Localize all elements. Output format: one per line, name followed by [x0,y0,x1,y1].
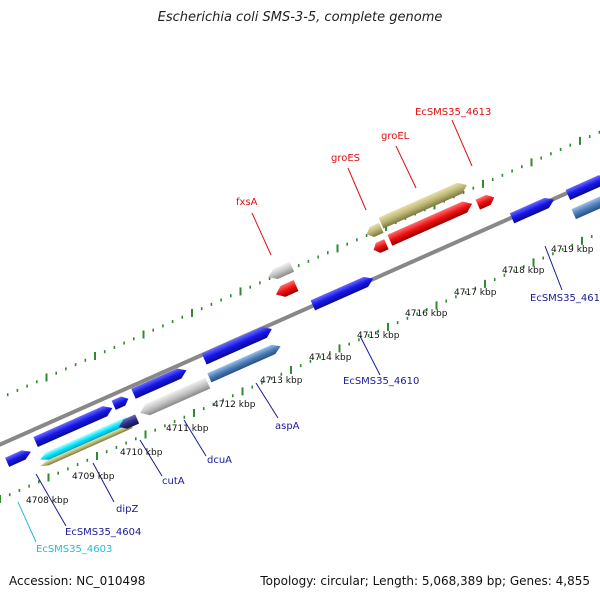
gene-label-fxsa[interactable]: fxsA [236,197,258,208]
label-callouts [17,119,563,543]
gene-feature[interactable] [111,394,131,410]
kbp-label: 4719 kbp [551,245,594,255]
kbp-label: 4714 kbp [309,353,352,363]
callout-line [347,167,367,211]
gene-feature[interactable] [39,423,133,468]
callout-line [183,419,207,457]
gene-feature[interactable] [310,274,376,311]
callout-line [35,473,67,527]
callout-line [451,119,473,167]
gene-feature[interactable] [117,414,140,431]
kbp-label: 4712 kbp [213,400,256,410]
gene-feature[interactable] [5,447,33,467]
gene-labels: EcSMS35_4603 EcSMS35_4604 dipZ cutA dcuA… [36,107,600,555]
callout-line [255,382,279,419]
kbp-label: 4709 kbp [72,472,115,482]
gene-feature[interactable] [201,324,275,365]
gene-feature[interactable] [138,377,211,419]
callout-line [395,145,417,189]
gene-label-groes[interactable]: groES [331,153,360,164]
gene-label-aspa[interactable]: aspA [275,421,300,432]
gene-feature[interactable] [364,222,384,240]
gene-label-dcua[interactable]: dcuA [207,455,232,466]
gene-feature[interactable] [565,172,600,200]
gene-feature[interactable] [39,416,130,463]
ruler-lower [0,235,593,503]
genome-summary-text: Topology: circular; Length: 5,068,389 bp… [260,574,590,588]
callout-line [359,335,381,376]
kbp-label: 4710 kbp [120,448,163,458]
kbp-label: 4715 kbp [357,331,400,341]
gene-label-ecsms35-4614[interactable]: EcSMS35_4614 [530,293,600,304]
accession-text: Accession: NC_010498 [9,574,146,588]
gene-feature[interactable] [131,365,188,399]
kbp-label: 4718 kbp [502,266,545,276]
kbp-label: 4717 kbp [454,288,497,298]
callout-line [17,501,37,543]
kbp-labels: 4708 kbp 4709 kbp 4710 kbp 4711 kbp 4712… [26,245,594,506]
gene-feature[interactable] [266,261,295,283]
kbp-label: 4711 kbp [166,424,209,434]
kbp-label: 4716 kbp [405,309,448,319]
genome-backbone [0,176,600,447]
gene-feature[interactable] [274,280,299,300]
gene-feature[interactable] [371,239,389,255]
gene-feature[interactable] [509,195,557,224]
gene-feature[interactable] [378,179,470,229]
kbp-label: 4713 kbp [260,376,303,386]
callout-line [139,439,163,477]
gene-label-ecsms35-4603[interactable]: EcSMS35_4603 [36,544,112,555]
kbp-label: 4708 kbp [26,496,69,506]
gene-label-ecsms35-4604[interactable]: EcSMS35_4604 [65,527,141,538]
gene-feature[interactable] [571,193,600,220]
gene-label-groel[interactable]: groEL [381,131,410,142]
callout-line [251,212,272,256]
gene-feature[interactable] [475,192,497,210]
gene-feature[interactable] [387,198,474,246]
callout-line [92,462,115,503]
gene-feature[interactable] [207,342,282,383]
gene-label-dipz[interactable]: dipZ [116,504,138,515]
gene-label-ecsms35-4610[interactable]: EcSMS35_4610 [343,376,419,387]
callout-line [544,245,563,291]
gene-label-ecsms35-4613[interactable]: EcSMS35_4613 [415,107,491,118]
map-title: Escherichia coli SMS-3-5, complete genom… [157,10,443,25]
gene-features [5,172,600,468]
gene-label-cuta[interactable]: cutA [162,476,185,487]
gene-feature[interactable] [33,403,114,448]
